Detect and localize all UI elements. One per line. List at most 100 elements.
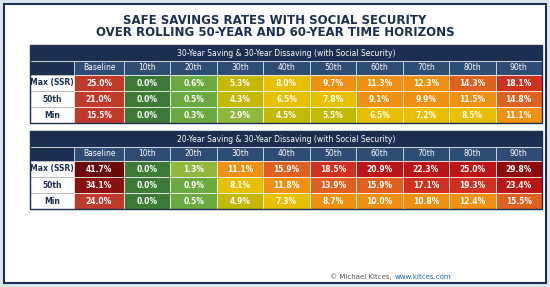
Text: 50th: 50th bbox=[42, 94, 62, 104]
Bar bbox=[217, 91, 263, 107]
Text: 15.9%: 15.9% bbox=[366, 181, 393, 189]
Bar bbox=[30, 107, 74, 123]
Text: 34.1%: 34.1% bbox=[86, 181, 112, 189]
Bar bbox=[403, 177, 449, 193]
Text: 80th: 80th bbox=[464, 63, 481, 73]
Bar bbox=[496, 107, 542, 123]
Bar bbox=[263, 107, 310, 123]
Text: 25.0%: 25.0% bbox=[86, 79, 112, 88]
Text: 11.5%: 11.5% bbox=[459, 94, 486, 104]
Text: 11.1%: 11.1% bbox=[227, 164, 253, 174]
Bar bbox=[449, 107, 496, 123]
Text: 19.3%: 19.3% bbox=[459, 181, 486, 189]
Bar bbox=[124, 75, 170, 91]
Text: 11.8%: 11.8% bbox=[273, 181, 300, 189]
Bar bbox=[496, 177, 542, 193]
Bar bbox=[496, 75, 542, 91]
Bar bbox=[124, 91, 170, 107]
Bar bbox=[356, 61, 403, 75]
Bar bbox=[30, 131, 542, 147]
Bar bbox=[74, 75, 124, 91]
Text: 13.9%: 13.9% bbox=[320, 181, 346, 189]
Bar bbox=[310, 147, 356, 161]
Bar bbox=[124, 161, 170, 177]
Text: 9.7%: 9.7% bbox=[322, 79, 344, 88]
Bar bbox=[449, 193, 496, 209]
Text: 1.3%: 1.3% bbox=[183, 164, 204, 174]
Bar bbox=[124, 61, 170, 75]
Bar bbox=[74, 91, 124, 107]
Text: 4.3%: 4.3% bbox=[229, 94, 251, 104]
Bar bbox=[124, 193, 170, 209]
Bar bbox=[30, 45, 542, 123]
Text: 24.0%: 24.0% bbox=[86, 197, 112, 205]
Text: 70th: 70th bbox=[417, 63, 434, 73]
Bar bbox=[263, 193, 310, 209]
Text: 10.0%: 10.0% bbox=[366, 197, 393, 205]
Bar bbox=[449, 91, 496, 107]
Bar bbox=[170, 177, 217, 193]
Text: 11.3%: 11.3% bbox=[366, 79, 393, 88]
Text: 4.5%: 4.5% bbox=[276, 110, 297, 119]
Bar bbox=[170, 91, 217, 107]
Bar bbox=[124, 107, 170, 123]
Text: 8.5%: 8.5% bbox=[462, 110, 483, 119]
Bar bbox=[403, 193, 449, 209]
Text: 0.0%: 0.0% bbox=[137, 197, 158, 205]
Bar bbox=[403, 75, 449, 91]
Bar bbox=[263, 61, 310, 75]
Text: 0.5%: 0.5% bbox=[183, 197, 204, 205]
Text: 0.6%: 0.6% bbox=[183, 79, 204, 88]
Bar bbox=[449, 147, 496, 161]
Text: 8.7%: 8.7% bbox=[322, 197, 344, 205]
Bar bbox=[496, 161, 542, 177]
Text: 12.4%: 12.4% bbox=[459, 197, 486, 205]
Bar bbox=[310, 107, 356, 123]
Text: 10th: 10th bbox=[139, 150, 156, 158]
Bar bbox=[356, 107, 403, 123]
Bar bbox=[356, 91, 403, 107]
Bar bbox=[217, 107, 263, 123]
Text: 17.1%: 17.1% bbox=[412, 181, 439, 189]
Text: 4.9%: 4.9% bbox=[229, 197, 251, 205]
Bar bbox=[310, 177, 356, 193]
Text: 18.1%: 18.1% bbox=[505, 79, 532, 88]
Text: 50th: 50th bbox=[324, 63, 342, 73]
Text: SAFE SAVINGS RATES WITH SOCIAL SECURITY: SAFE SAVINGS RATES WITH SOCIAL SECURITY bbox=[123, 15, 427, 28]
Bar bbox=[310, 75, 356, 91]
Bar bbox=[30, 131, 542, 209]
Bar bbox=[263, 177, 310, 193]
Bar bbox=[449, 177, 496, 193]
Text: 18.5%: 18.5% bbox=[320, 164, 346, 174]
Bar bbox=[263, 91, 310, 107]
Bar bbox=[30, 45, 542, 61]
Bar bbox=[356, 161, 403, 177]
Text: OVER ROLLING 50-YEAR AND 60-YEAR TIME HORIZONS: OVER ROLLING 50-YEAR AND 60-YEAR TIME HO… bbox=[96, 26, 454, 40]
Text: 7.8%: 7.8% bbox=[322, 94, 344, 104]
Bar bbox=[310, 91, 356, 107]
Text: 9.1%: 9.1% bbox=[369, 94, 390, 104]
Bar bbox=[124, 177, 170, 193]
Text: 6.5%: 6.5% bbox=[276, 94, 297, 104]
Bar bbox=[356, 193, 403, 209]
Bar bbox=[30, 193, 74, 209]
Bar bbox=[449, 61, 496, 75]
Text: 40th: 40th bbox=[278, 63, 295, 73]
Text: 50th: 50th bbox=[42, 181, 62, 189]
Text: 21.0%: 21.0% bbox=[86, 94, 112, 104]
Text: 2.9%: 2.9% bbox=[229, 110, 251, 119]
Text: 8.0%: 8.0% bbox=[276, 79, 297, 88]
Text: 30th: 30th bbox=[231, 63, 249, 73]
Bar bbox=[74, 107, 124, 123]
Bar bbox=[217, 61, 263, 75]
Bar bbox=[170, 193, 217, 209]
Text: 0.0%: 0.0% bbox=[137, 79, 158, 88]
Bar bbox=[449, 161, 496, 177]
Text: 50th: 50th bbox=[324, 150, 342, 158]
Text: 20th: 20th bbox=[185, 63, 202, 73]
Bar bbox=[496, 147, 542, 161]
Text: 12.3%: 12.3% bbox=[412, 79, 439, 88]
Text: 23.4%: 23.4% bbox=[505, 181, 532, 189]
Bar bbox=[310, 61, 356, 75]
Bar bbox=[30, 75, 74, 91]
